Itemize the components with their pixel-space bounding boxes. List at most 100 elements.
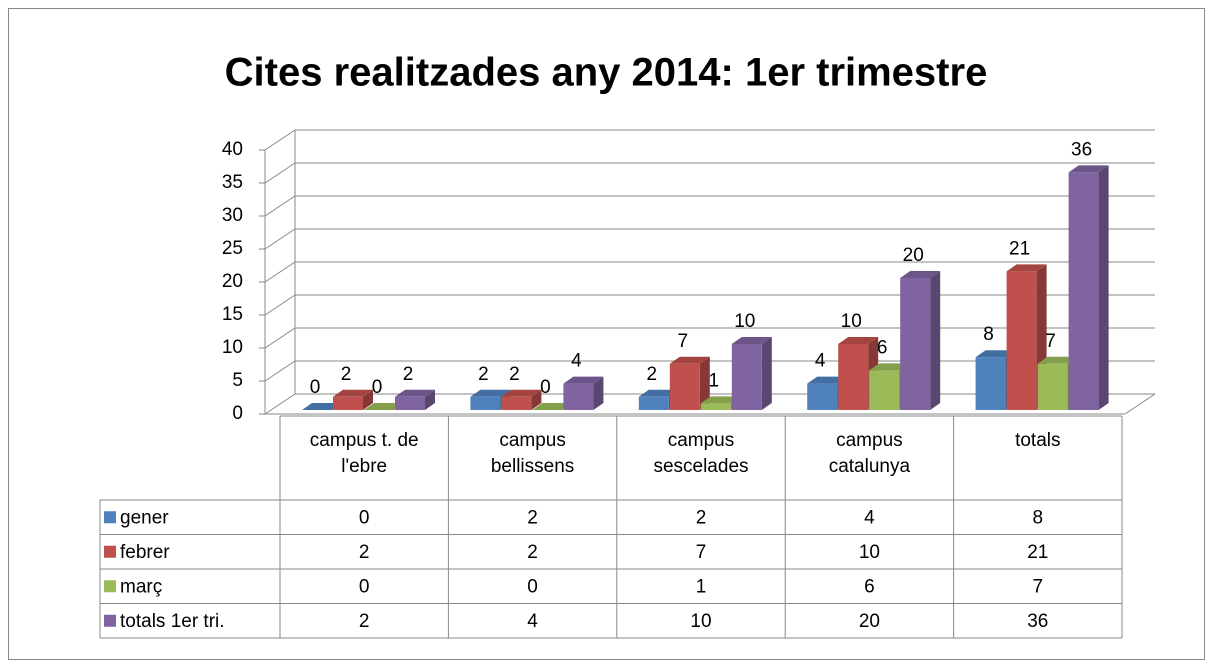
x-tick-label: campus bellissens bbox=[490, 430, 575, 477]
value-label: 6 bbox=[877, 337, 888, 358]
bar bbox=[333, 396, 363, 410]
legend-label: febrer bbox=[120, 542, 170, 563]
grid-line bbox=[264, 162, 296, 184]
table-value: 36 bbox=[1027, 611, 1048, 632]
legend-key bbox=[104, 580, 116, 593]
bar-top bbox=[395, 389, 435, 397]
value-label: 2 bbox=[403, 364, 414, 385]
bar-side bbox=[531, 389, 542, 410]
y-tick-label: 5 bbox=[232, 370, 243, 391]
value-label: 0 bbox=[372, 377, 383, 398]
grid-line bbox=[264, 261, 296, 283]
table-value: 21 bbox=[1027, 542, 1048, 563]
value-label: 21 bbox=[1009, 238, 1030, 259]
x-tick-label: campus sescelades bbox=[653, 430, 749, 477]
table-value: 2 bbox=[527, 507, 538, 528]
table-value: 1 bbox=[696, 576, 707, 597]
legend-label: totals 1er tri. bbox=[120, 611, 225, 632]
table-value: 7 bbox=[696, 542, 707, 563]
table-value: 7 bbox=[1033, 576, 1044, 597]
bar-top bbox=[302, 403, 342, 410]
table-value: 2 bbox=[359, 611, 370, 632]
bar-side bbox=[761, 337, 772, 410]
bar-top bbox=[731, 337, 772, 344]
bar bbox=[501, 396, 532, 410]
legend-key bbox=[104, 511, 116, 524]
bar-top bbox=[975, 350, 1016, 358]
table-value: 4 bbox=[864, 507, 875, 528]
bar-top bbox=[1068, 165, 1109, 173]
bar bbox=[975, 357, 1006, 410]
grid-line bbox=[264, 327, 296, 349]
floor-edge bbox=[1124, 393, 1156, 415]
bar-side bbox=[425, 389, 435, 410]
bar-side bbox=[699, 356, 710, 410]
bar bbox=[1068, 172, 1099, 410]
bar bbox=[700, 403, 731, 410]
bar bbox=[669, 363, 700, 410]
bar-top bbox=[669, 356, 710, 364]
value-label: 2 bbox=[647, 364, 658, 385]
bar bbox=[395, 396, 425, 410]
bar-top bbox=[1037, 356, 1078, 364]
legend-label: gener bbox=[120, 507, 169, 528]
bar bbox=[731, 344, 762, 410]
value-label: 2 bbox=[341, 364, 352, 385]
legend-label: març bbox=[120, 576, 162, 597]
table-value: 0 bbox=[359, 576, 370, 597]
x-tick-label: campus t. de l'ebre bbox=[309, 430, 419, 477]
value-label: 4 bbox=[815, 351, 826, 372]
y-tick-label: 15 bbox=[222, 304, 243, 325]
bar bbox=[470, 396, 501, 410]
bar bbox=[1006, 271, 1037, 410]
value-label: 2 bbox=[509, 364, 520, 385]
chart-border bbox=[8, 8, 1205, 660]
bar-top bbox=[501, 389, 542, 397]
table-value: 2 bbox=[527, 542, 538, 563]
table-value: 2 bbox=[696, 507, 707, 528]
x-tick-label: campus catalunya bbox=[828, 430, 911, 477]
y-tick-label: 0 bbox=[232, 403, 243, 424]
bar-side bbox=[930, 271, 941, 410]
x-tick-label: totals bbox=[1015, 430, 1061, 451]
value-label: 1 bbox=[709, 370, 720, 391]
table-value: 2 bbox=[359, 542, 370, 563]
table-value: 6 bbox=[864, 576, 875, 597]
bar bbox=[807, 383, 838, 410]
table-value: 0 bbox=[527, 576, 538, 597]
table-value: 0 bbox=[359, 507, 370, 528]
grid-line bbox=[264, 393, 296, 415]
category-cell: campus bellissens bbox=[490, 430, 575, 477]
value-label: 0 bbox=[540, 377, 551, 398]
value-label: 2 bbox=[478, 364, 489, 385]
bar-top bbox=[532, 403, 573, 410]
bar bbox=[869, 370, 900, 410]
value-label: 4 bbox=[571, 351, 582, 372]
category-cell: totals bbox=[1015, 430, 1061, 451]
value-label: 10 bbox=[734, 311, 755, 332]
y-tick-label: 30 bbox=[222, 205, 243, 226]
y-tick-label: 20 bbox=[222, 271, 243, 292]
bar-top bbox=[638, 389, 679, 397]
bar-top bbox=[700, 396, 741, 404]
value-label: 20 bbox=[903, 245, 924, 266]
table-value: 8 bbox=[1033, 507, 1044, 528]
table-value: 10 bbox=[859, 542, 880, 563]
bar bbox=[838, 344, 869, 410]
legend-key bbox=[104, 614, 116, 627]
bar-top bbox=[1006, 264, 1047, 272]
legend-key bbox=[104, 545, 116, 558]
bar bbox=[900, 278, 931, 410]
y-tick-label: 25 bbox=[222, 238, 243, 259]
bar-top bbox=[900, 271, 941, 278]
bar-side bbox=[1098, 165, 1109, 410]
value-label: 8 bbox=[983, 324, 994, 345]
bar-top bbox=[869, 363, 910, 371]
chart-title: Cites realitzades any 2014: 1er trimestr… bbox=[225, 51, 988, 95]
category-cell: campus t. de l'ebre bbox=[309, 430, 419, 477]
category-cell: campus catalunya bbox=[828, 430, 911, 477]
bar-top bbox=[470, 389, 511, 397]
table-value: 4 bbox=[527, 611, 538, 632]
value-label: 7 bbox=[1045, 331, 1056, 352]
